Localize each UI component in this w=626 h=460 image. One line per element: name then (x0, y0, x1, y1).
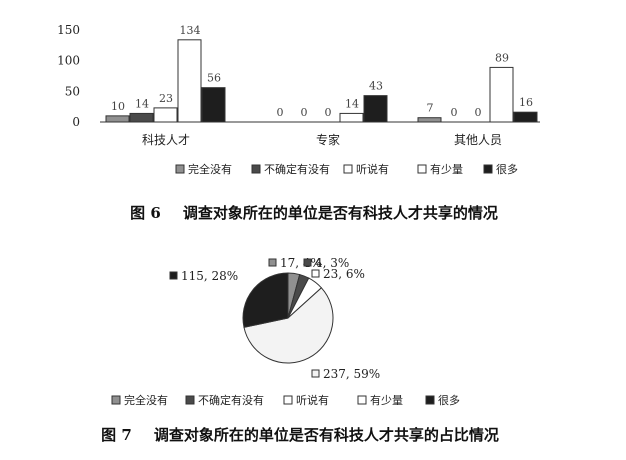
bar-value-label: 10 (111, 100, 125, 113)
bar-value-label: 56 (207, 72, 221, 85)
bar (201, 87, 226, 123)
pie-data-label: 237, 59% (323, 367, 380, 381)
bar (339, 112, 364, 123)
pie-label-swatch (169, 271, 178, 280)
category-label: 其他人员 (454, 133, 502, 147)
legend-label: 有少量 (370, 393, 403, 407)
pie-figure-label: 图 7 (101, 426, 132, 444)
legend-label: 很多 (438, 393, 460, 407)
legend-label: 很多 (496, 162, 518, 176)
bar-value-label: 134 (180, 24, 201, 37)
legend-label: 完全没有 (124, 393, 168, 407)
category-label: 专家 (316, 132, 340, 147)
bar-figure-label: 图 6 (130, 204, 161, 222)
legend-swatch (185, 395, 195, 405)
legend-label: 不确定有没有 (198, 393, 264, 407)
legend-swatch (251, 164, 261, 174)
pie-label-swatch (268, 258, 277, 267)
pie-labels: 17, 4%4, 3%23, 6%237, 59%115, 28% (169, 256, 380, 381)
bar-value-label: 0 (451, 106, 458, 119)
bar-value-label: 14 (345, 97, 359, 110)
bar-value-label: 43 (369, 80, 383, 93)
pie-label-swatch (311, 269, 320, 278)
pie-label-swatch (311, 369, 320, 378)
y-tick-label: 100 (57, 54, 80, 68)
legend-label: 听说有 (356, 162, 389, 176)
bar (489, 66, 514, 123)
legend-swatch (425, 395, 435, 405)
bar-value-label: 14 (135, 97, 149, 110)
pie-legend: 完全没有 不确定有没有 听说有 有少量 很多 (111, 393, 460, 407)
bar-value-label: 0 (301, 106, 308, 119)
bar (153, 107, 178, 123)
pie-data-label: 23, 6% (323, 267, 365, 281)
legend-swatch (283, 395, 293, 405)
pie-title: 调查对象所在的单位是否有科技人才共享的占比情况 (154, 426, 499, 444)
bar (177, 39, 202, 123)
legend-swatch (357, 395, 367, 405)
bar-value-label: 23 (159, 92, 173, 105)
bar (363, 95, 388, 123)
bar-title: 调查对象所在的单位是否有科技人才共享的情况 (183, 204, 498, 222)
legend-swatch (483, 164, 493, 174)
pie-slices (242, 272, 334, 364)
pie-data-label: 4, 3% (315, 256, 349, 270)
bar (105, 115, 130, 123)
bar-value-label: 0 (277, 106, 284, 119)
bars (105, 39, 538, 123)
data-labels: 10 14 23 134 56 0 0 0 14 43 7 0 0 89 16 (111, 24, 533, 119)
legend-swatch (417, 164, 427, 174)
bar (513, 111, 538, 123)
pie-slice (242, 272, 289, 328)
y-tick-label: 50 (65, 84, 80, 98)
bar-legend: 完全没有 不确定有没有 听说有 有少量 很多 (175, 162, 518, 176)
bar-chart: 0 50 100 150 10 14 23 134 56 0 0 0 14 43 7 0 0 89 16 科技人才… (57, 23, 540, 176)
legend-swatch (175, 164, 185, 174)
bar-value-label: 7 (427, 102, 434, 115)
legend-label: 不确定有没有 (264, 162, 330, 176)
bar-value-label: 0 (475, 106, 482, 119)
category-label: 科技人才 (142, 133, 190, 147)
pie-slice (243, 287, 334, 364)
legend-swatch (111, 395, 121, 405)
y-tick-label: 150 (57, 23, 80, 37)
legend-label: 听说有 (296, 393, 329, 407)
pie-label-swatch (303, 258, 312, 267)
pie-caption: 图 7 调查对象所在的单位是否有科技人才共享的占比情况 (101, 426, 499, 444)
bar (417, 117, 442, 123)
legend-label: 有少量 (430, 162, 463, 176)
x-axis: 科技人才 专家 其他人员 (142, 132, 502, 147)
pie-chart: 17, 4%4, 3%23, 6%237, 59%115, 28% 完全没有 不确… (111, 256, 460, 407)
bar-value-label: 0 (325, 106, 332, 119)
y-tick-label: 0 (72, 115, 80, 129)
pie-data-label: 115, 28% (181, 269, 238, 283)
bar-value-label: 16 (519, 96, 533, 109)
legend-swatch (343, 164, 353, 174)
legend-label: 完全没有 (188, 162, 232, 176)
bar (129, 112, 154, 123)
bar-value-label: 89 (495, 51, 509, 64)
bar-caption: 图 6 调查对象所在的单位是否有科技人才共享的情况 (130, 204, 498, 222)
